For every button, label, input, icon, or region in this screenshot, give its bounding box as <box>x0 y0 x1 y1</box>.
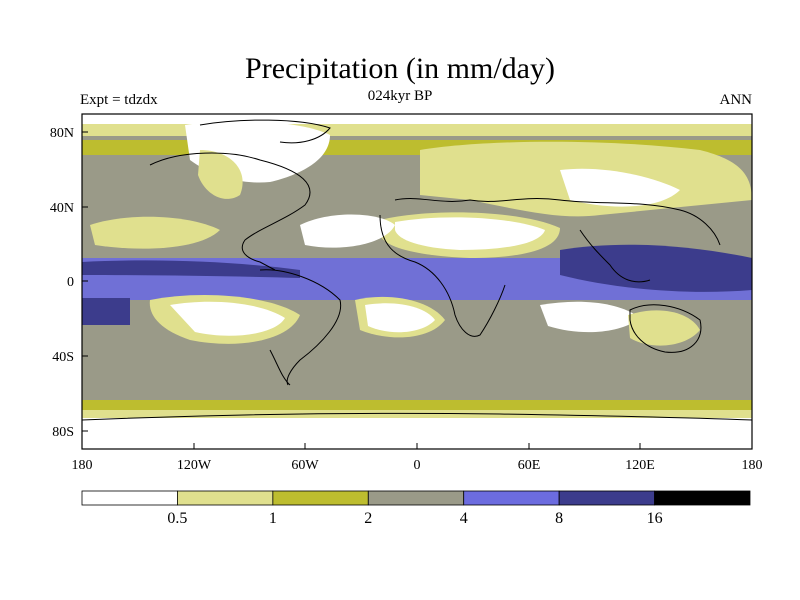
lat-tick: 40S <box>52 350 74 365</box>
lon-tick: 120W <box>177 458 212 473</box>
lon-ticks: 180 120W 60W 0 60E 120E 180 <box>72 443 763 473</box>
pacific-itcz-core <box>82 260 300 278</box>
colorbar-swatch <box>654 490 751 506</box>
s-pacific-wet <box>82 298 130 325</box>
experiment-label: Expt = tdzdx <box>80 92 158 108</box>
colorbar-label: 8 <box>555 510 563 527</box>
lon-tick: 0 <box>414 458 421 473</box>
lon-tick: 60W <box>291 458 319 473</box>
lon-tick: 180 <box>742 458 763 473</box>
colorbar: 0.5 1 2 4 8 16 <box>81 490 751 527</box>
map-title: Precipitation (in mm/day) <box>245 52 555 85</box>
colorbar-swatch <box>272 490 369 506</box>
s-atlantic-dry <box>365 303 435 333</box>
arctic-dry <box>82 114 752 124</box>
colorbar-swatch <box>558 490 655 506</box>
southern-ocean-band <box>82 400 752 412</box>
canada-semi <box>198 150 243 199</box>
colorbar-swatch <box>463 490 560 506</box>
central-asia-dry <box>560 168 680 207</box>
season-label: ANN <box>719 92 753 108</box>
lat-tick: 80N <box>50 126 74 141</box>
s-indian-dry <box>540 301 640 333</box>
colorbar-swatch <box>367 490 465 506</box>
se-pacific-dry <box>170 301 285 336</box>
period-label: 024kyr BP <box>367 88 433 104</box>
lat-tick: 0 <box>67 275 74 290</box>
coastlines <box>81 119 753 421</box>
colorbar-swatch <box>177 490 274 506</box>
colorbar-label: 4 <box>460 510 468 527</box>
lat-tick: 80S <box>52 425 74 440</box>
lat-ticks: 80N 40N 0 40S 80S <box>50 126 88 440</box>
n-atlantic-dry <box>300 214 395 248</box>
lon-tick: 120E <box>625 458 655 473</box>
lon-tick: 180 <box>72 458 93 473</box>
colorbar-label: 0.5 <box>167 510 187 527</box>
sahara-dry <box>395 217 545 250</box>
australia-semi <box>628 310 700 346</box>
maritime-continent-core <box>560 244 752 292</box>
lon-tick: 60E <box>518 458 541 473</box>
colorbar-swatch <box>81 490 178 506</box>
colorbar-label: 16 <box>647 510 663 527</box>
colorbar-label: 2 <box>364 510 372 527</box>
n-pacific-semi <box>90 216 220 249</box>
lat-tick: 40N <box>50 201 74 216</box>
colorbar-label: 1 <box>269 510 277 527</box>
